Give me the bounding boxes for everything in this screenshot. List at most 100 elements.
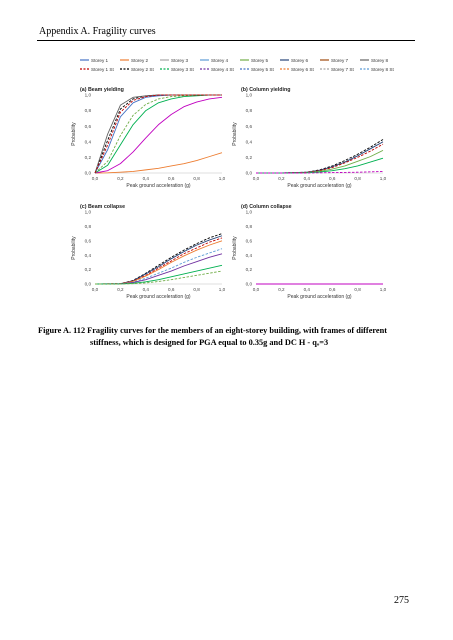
x-tick-label: 1,0	[219, 176, 226, 181]
series-line	[94, 94, 222, 174]
legend-label: Storey 1 St	[91, 67, 114, 72]
x-axis-label: Peak ground acceleration (g)	[287, 183, 352, 189]
fragility-figure-svg: Storey 1 Storey 2 Storey 3 Storey 4 Storey 5…	[71, 58, 394, 300]
panel-title: (d) Column collapse	[241, 204, 292, 210]
x-tick-label: 1,0	[219, 287, 226, 292]
y-tick-label: 0,2	[246, 155, 253, 160]
y-tick-label: 0,4	[85, 139, 92, 144]
series-line	[94, 152, 223, 174]
y-tick-label: 0,6	[246, 238, 253, 243]
y-tick-label: 0,6	[246, 124, 253, 129]
legend-label: Storey 3	[171, 58, 189, 63]
y-tick-label: 0,4	[246, 253, 253, 258]
legend-label: Storey 6 St	[291, 67, 314, 72]
x-tick-label: 0,4	[304, 287, 311, 292]
series-line	[256, 141, 384, 174]
y-tick-label: 0,8	[85, 108, 92, 113]
series-line	[94, 264, 223, 285]
series-line	[256, 170, 384, 174]
y-tick-label: 1,0	[246, 210, 253, 215]
x-tick-label: 0,4	[304, 176, 311, 181]
x-tick-label: 0,8	[193, 176, 200, 181]
legend-label: Storey 4	[211, 58, 229, 63]
x-tick-label: 0,4	[143, 176, 150, 181]
x-tick-label: 0,8	[354, 287, 361, 292]
series-line	[94, 233, 223, 285]
x-tick-label: 0,6	[329, 176, 336, 181]
legend-label: Storey 3 St	[171, 67, 194, 72]
page-number: 275	[394, 595, 409, 606]
x-tick-label: 0,2	[117, 176, 124, 181]
caption-line-1: Figure A. 112 Fragility curves for the m…	[38, 326, 387, 335]
x-tick-label: 1,0	[380, 287, 387, 292]
series-line	[256, 149, 384, 174]
x-tick-label: 0,0	[253, 287, 260, 292]
y-tick-label: 0,8	[85, 224, 92, 229]
legend-label: Storey 7	[331, 58, 349, 63]
y-tick-label: 0,6	[85, 238, 92, 243]
panel-title: (b) Column yielding	[241, 87, 290, 93]
y-axis-label: Probability	[232, 236, 238, 260]
x-axis-label: Peak ground acceleration (g)	[126, 183, 191, 189]
series-line	[94, 237, 223, 285]
series-line	[94, 94, 222, 174]
y-tick-label: 1,0	[85, 210, 92, 215]
legend-label: Storey 7 St	[331, 67, 354, 72]
y-axis-label: Probability	[71, 122, 77, 146]
series-line	[94, 96, 223, 174]
figure-caption: Figure A. 112 Fragility curves for the m…	[38, 325, 416, 349]
panel-title: (c) Beam collapse	[80, 204, 125, 210]
x-tick-label: 0,6	[168, 287, 175, 292]
legend-label: Storey 2 St	[131, 67, 154, 72]
y-axis-label: Probability	[232, 122, 238, 146]
x-tick-label: 0,2	[117, 287, 124, 292]
series-line	[95, 270, 223, 285]
series-line	[94, 94, 222, 174]
x-tick-label: 0,0	[253, 176, 260, 181]
y-tick-label: 0,0	[246, 171, 253, 176]
caption-line-2: stiffness, which is designed for PGA equ…	[90, 338, 329, 347]
y-tick-label: 0,2	[85, 267, 92, 272]
y-tick-label: 0,2	[246, 267, 253, 272]
header-rule	[37, 40, 415, 41]
series-line	[94, 94, 222, 174]
y-tick-label: 0,4	[246, 139, 253, 144]
running-head: Appendix A. Fragility curves	[39, 26, 156, 37]
x-axis-label: Peak ground acceleration (g)	[126, 294, 191, 300]
legend-label: Storey 1	[91, 58, 109, 63]
x-tick-label: 0,8	[354, 176, 361, 181]
series-line	[94, 240, 223, 285]
y-tick-label: 0,8	[246, 108, 253, 113]
x-axis-label: Peak ground acceleration (g)	[287, 294, 352, 300]
y-tick-label: 1,0	[85, 93, 92, 98]
x-tick-label: 1,0	[380, 176, 387, 181]
y-tick-label: 0,0	[85, 282, 92, 287]
series-line	[256, 157, 384, 174]
series-line	[256, 139, 384, 174]
y-tick-label: 0,0	[85, 171, 92, 176]
x-tick-label: 0,6	[168, 176, 175, 181]
x-tick-label: 0,0	[92, 287, 99, 292]
y-tick-label: 0,4	[85, 253, 92, 258]
y-tick-label: 1,0	[246, 93, 253, 98]
legend-label: Storey 5 St	[251, 67, 274, 72]
x-tick-label: 0,0	[92, 176, 99, 181]
legend-label: Storey 5	[251, 58, 269, 63]
legend-label: Storey 4 St	[211, 67, 234, 72]
x-tick-label: 0,6	[329, 287, 336, 292]
y-tick-label: 0,0	[246, 282, 253, 287]
legend-label: Storey 2	[131, 58, 149, 63]
x-tick-label: 0,8	[193, 287, 200, 292]
x-tick-label: 0,2	[278, 176, 285, 181]
legend-label: Storey 8 St	[371, 67, 394, 72]
y-tick-label: 0,8	[246, 224, 253, 229]
x-tick-label: 0,2	[278, 287, 285, 292]
y-tick-label: 0,6	[85, 124, 92, 129]
panel-title: (a) Beam yielding	[80, 87, 124, 93]
y-axis-label: Probability	[71, 236, 77, 260]
series-line	[94, 248, 223, 285]
x-tick-label: 0,4	[143, 287, 150, 292]
fragility-figure: Storey 1 Storey 2 Storey 3 Storey 4 Storey 5…	[60, 55, 400, 310]
legend-label: Storey 8	[371, 58, 389, 63]
y-tick-label: 0,2	[85, 155, 92, 160]
